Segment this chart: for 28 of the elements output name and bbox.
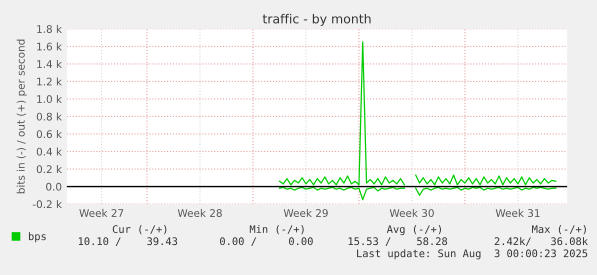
chart-title: traffic - by month bbox=[262, 14, 371, 26]
y-axis-title: bits in (-) / out (+) per second bbox=[16, 40, 27, 194]
y-tick-label: 1.0 k bbox=[37, 94, 62, 104]
text: 15.53 / 58.28 bbox=[348, 237, 448, 246]
x-tick-label: Week 29 bbox=[284, 208, 328, 217]
y-tick-label: 0.0 bbox=[46, 182, 62, 191]
text: Avg (-/+) bbox=[386, 225, 441, 236]
y-tick-label: 1.4 k bbox=[37, 60, 62, 68]
text: Min (-/+) bbox=[250, 225, 304, 234]
text: 10.10 / 39.43 bbox=[78, 237, 178, 246]
y-tick-label: 1.6 k bbox=[37, 42, 62, 50]
text: Cur (-/+) bbox=[112, 225, 166, 234]
y-tick-label: 0.8 k bbox=[36, 112, 62, 121]
text: 0.00 / 0.00 bbox=[220, 237, 313, 246]
legend-label: bps bbox=[28, 232, 46, 242]
x-tick-label: Week 30 bbox=[390, 208, 434, 217]
text: Last update: Sun Aug 3 00:00:23 2025 bbox=[357, 249, 588, 260]
text: Max (-/+) bbox=[532, 225, 586, 234]
y-tick-label: 0.6 k bbox=[36, 130, 62, 138]
y-tick-label: -0.2 k bbox=[32, 200, 62, 208]
y-tick-label: 0.2 k bbox=[36, 165, 62, 174]
x-tick-label: Week 27 bbox=[79, 208, 124, 217]
x-tick-label: Week 28 bbox=[178, 208, 222, 217]
y-tick-label: 1.8 k bbox=[37, 24, 62, 33]
y-tick-label: 0.4 k bbox=[36, 148, 62, 156]
text: 2.42k/ 36.08k bbox=[494, 237, 588, 246]
y-tick-label: 1.2 k bbox=[37, 77, 62, 86]
x-tick-label: Week 31 bbox=[496, 208, 540, 217]
